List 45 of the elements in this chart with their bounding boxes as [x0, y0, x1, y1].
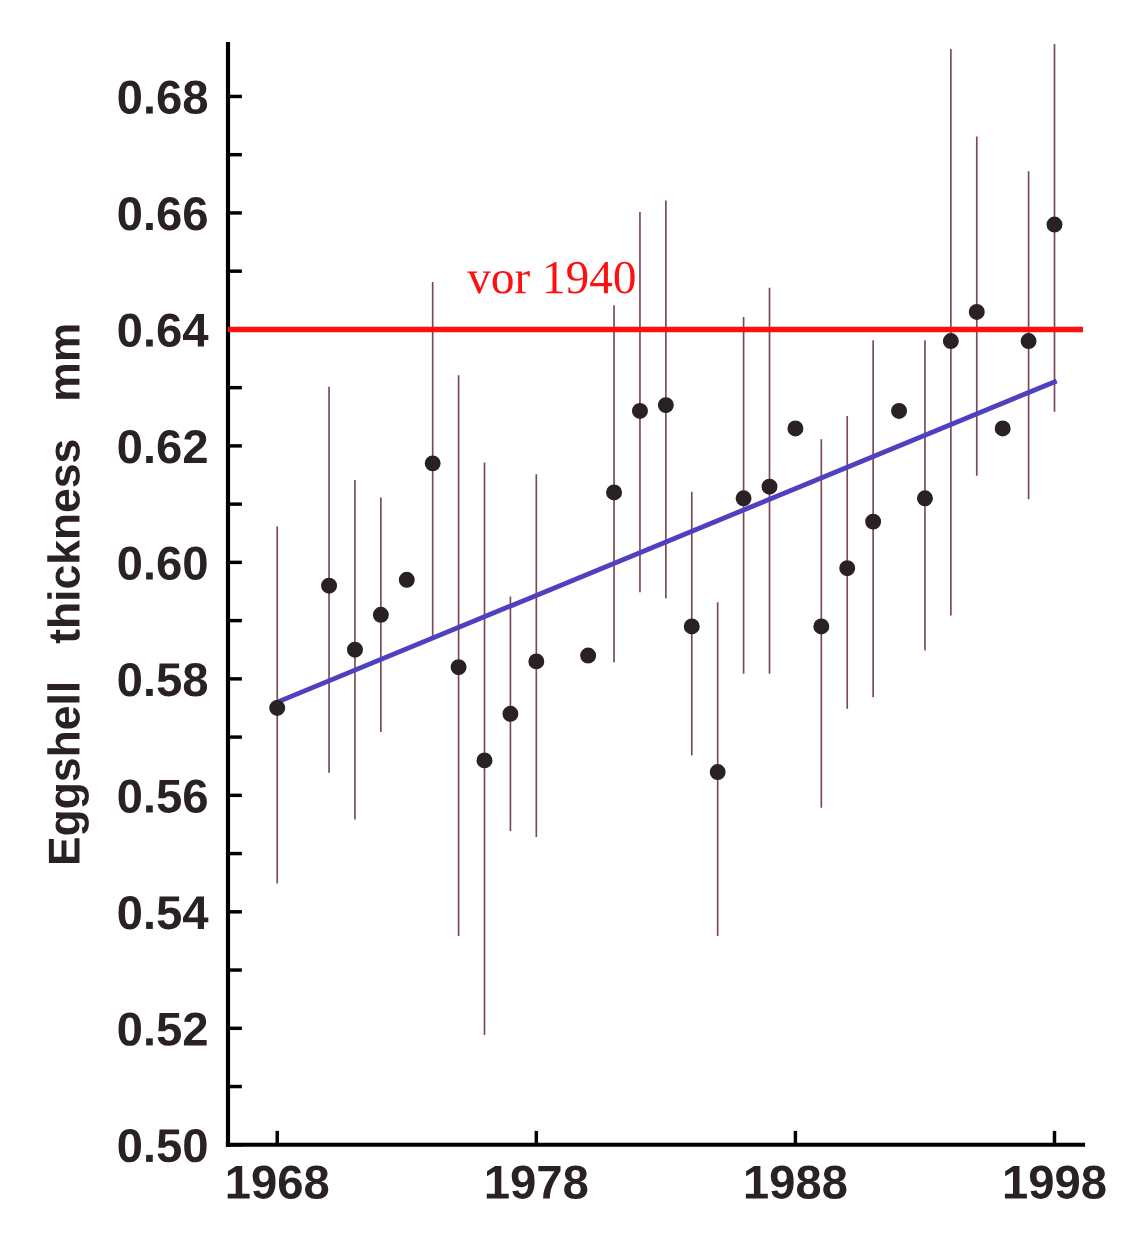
point	[657, 397, 674, 414]
point	[450, 659, 467, 676]
point	[735, 490, 752, 507]
point	[813, 618, 830, 635]
y-tick-label: 0.56	[118, 779, 207, 813]
point	[580, 647, 597, 664]
x-tick-label: 1968	[227, 1165, 329, 1199]
point	[891, 402, 908, 419]
point	[1046, 216, 1063, 233]
point	[968, 303, 985, 320]
point	[865, 513, 882, 530]
point	[269, 699, 286, 716]
point	[709, 764, 726, 781]
y-tick-label: 0.64	[118, 313, 209, 347]
point	[321, 577, 338, 594]
point	[994, 420, 1011, 437]
point	[916, 490, 933, 507]
y-tick-label: 0.66	[118, 197, 207, 231]
y-tick-label: 0.62	[118, 430, 207, 464]
y-tick-label: 0.60	[118, 546, 207, 580]
point	[761, 478, 778, 495]
point	[942, 333, 959, 350]
point	[606, 484, 623, 501]
point	[683, 618, 700, 635]
y-axis-title: Eggshell thickness mm	[47, 325, 89, 864]
point	[528, 653, 545, 670]
point	[631, 402, 648, 419]
point	[839, 560, 856, 577]
point	[476, 752, 493, 769]
point	[346, 641, 363, 658]
point	[372, 606, 389, 623]
y-tick-label: 0.50	[118, 1128, 207, 1163]
point	[1020, 333, 1037, 350]
x-tick-label: 1998	[1004, 1165, 1106, 1199]
point	[424, 455, 441, 472]
point	[502, 705, 519, 722]
y-tick-label: 0.58	[118, 662, 208, 697]
ref-line-label: vor 1940	[467, 261, 635, 294]
point	[398, 571, 415, 588]
x-tick-label: 1988	[745, 1165, 847, 1199]
x-tick-label: 1978	[486, 1165, 588, 1199]
y-tick-label: 0.52	[118, 1012, 207, 1046]
y-tick-label: 0.68	[118, 80, 208, 115]
point	[787, 420, 804, 437]
y-tick-label: 0.54	[118, 895, 209, 930]
